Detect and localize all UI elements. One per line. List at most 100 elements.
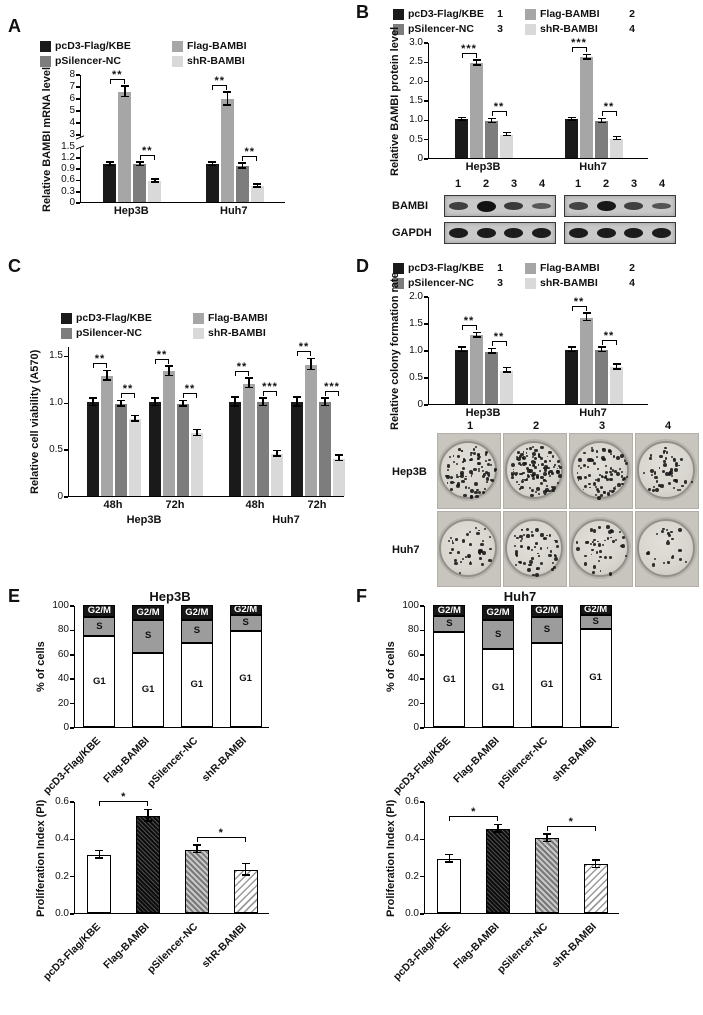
significance-label: *** — [324, 380, 340, 393]
error-bar — [585, 313, 588, 322]
error-bar-cap — [231, 405, 239, 407]
legend-item: pSilencer-NC 3 — [393, 277, 511, 290]
chart-title-hep3b: Hep3B — [149, 589, 191, 604]
error-bar-cap — [487, 121, 496, 124]
error-bar-cap — [135, 164, 144, 167]
error-bar-cap — [445, 861, 454, 863]
y-tick-mark — [70, 678, 74, 680]
y-tick-mark — [424, 296, 428, 298]
bar-flag-bambi-huh7 — [580, 57, 593, 158]
stack-segment-label: S — [242, 616, 249, 628]
error-bar — [490, 349, 493, 354]
error-bar-cap — [457, 346, 466, 348]
legend-swatch — [393, 24, 404, 35]
significance-label: *** — [571, 37, 587, 50]
significance-bracket — [109, 78, 125, 84]
error-bar-cap — [245, 386, 253, 389]
blot-image — [564, 195, 676, 217]
x-tick-label: shR-BAMBI — [199, 920, 249, 971]
y-tick-label: 0 — [57, 491, 63, 502]
error-bar-cap — [591, 866, 600, 869]
stack-segment-label: S — [494, 628, 502, 640]
plot-area: *** ** *** ** — [428, 37, 648, 159]
significance-bracket — [546, 825, 596, 831]
error-bar-cap — [273, 449, 281, 451]
bar-pcd3-flag-kbe-48h — [229, 402, 241, 496]
significance-bracket — [571, 47, 587, 53]
x-tick-label: Flag-BAMBI — [100, 920, 152, 972]
error-bar — [124, 86, 126, 98]
bar-pi-flag-bambi — [136, 815, 161, 913]
y-axis-label: Relative BAMBI protein level — [389, 26, 401, 176]
error-bar-cap — [472, 59, 481, 61]
error-bar-cap — [241, 874, 250, 876]
error-bar-cap — [494, 823, 503, 826]
error-bar-cap — [542, 833, 551, 835]
significance-bracket — [196, 836, 246, 842]
significance-label: *** — [262, 380, 278, 393]
stack-segment-s: S — [180, 619, 213, 643]
y-tick-label: 1.0 — [409, 345, 423, 356]
bar-flag-bambi-hep3b — [470, 335, 483, 404]
stack-segment-s: S — [132, 619, 165, 653]
bar-shr-bambi-huh7 — [610, 138, 623, 158]
error-bar-cap — [597, 121, 606, 124]
stack-segment-g2-m: G2/M — [132, 605, 165, 620]
stack-segment-label: S — [193, 625, 201, 637]
error-bar-cap — [472, 331, 481, 334]
colony-dish-photo — [503, 433, 567, 509]
y-tick-mark — [424, 80, 428, 83]
significance-label: * — [218, 826, 224, 839]
error-bar-cap — [208, 164, 217, 167]
y-tick-mark — [70, 913, 74, 915]
colony-dish-photo — [635, 433, 699, 509]
error-bar — [120, 401, 122, 407]
y-tick-mark — [76, 110, 80, 112]
y-tick-label: 20 — [407, 697, 419, 709]
y-tick-label: 0.5 — [409, 372, 423, 383]
legend-item: shR-BAMBI — [172, 55, 290, 68]
legend-label: pcD3-Flag/KBE — [408, 8, 484, 20]
x-tick-label: Hep3B — [465, 407, 501, 419]
x-tick-label: pSilencer-NC — [145, 920, 201, 976]
culture-dish — [505, 441, 563, 499]
stack-segment-s: S — [229, 614, 262, 631]
legend-swatch — [61, 313, 72, 324]
legend-item: shR-BAMBI 4 — [525, 23, 643, 36]
chart-bambi-protein-level: pcD3-Flag/KBE 1 Flag-BAMBI 2 pSilencer-NC 3 sh… — [388, 8, 648, 176]
x-tick-label: shR-BAMBI — [199, 734, 249, 785]
y-tick-label: 1.5 — [49, 350, 63, 362]
y-tick-label: 7 — [69, 81, 75, 93]
error-bar-cap — [487, 117, 496, 120]
x-tick-label: Hep3B — [113, 205, 149, 217]
error-bar — [154, 398, 156, 406]
error-bar-cap — [144, 820, 153, 822]
stack-segment-label: G2/M — [234, 605, 258, 615]
error-bar — [546, 834, 548, 843]
chart-legend: pcD3-Flag/KBE Flag-BAMBI pSilencer-NC shR-B… — [28, 312, 344, 340]
colony-dish-photo — [437, 511, 501, 587]
error-bar-cap — [293, 405, 301, 407]
y-tick-mark — [424, 350, 428, 352]
error-bar-cap — [150, 181, 159, 183]
error-bar — [505, 133, 508, 137]
error-bar-cap — [567, 119, 576, 121]
y-axis: 0 20 40 60 80 100 — [398, 601, 424, 733]
stack-segment-g1: G1 — [229, 630, 262, 727]
legend-label: Flag-BAMBI — [208, 312, 268, 324]
y-tick-mark — [420, 629, 424, 632]
y-tick-mark — [420, 801, 424, 803]
x-tick-label: pcD3-Flag/KBE — [390, 920, 453, 983]
y-tick-label: 3.0 — [409, 37, 423, 48]
error-bar — [296, 397, 298, 407]
blot-lane-numbers: 1 2 3 4 — [444, 178, 556, 190]
y-tick-label: 20 — [57, 697, 69, 709]
y-axis-label: % of cells — [385, 641, 397, 693]
bar-pcd3-flag-kbe-72h — [291, 402, 303, 496]
stack-segment-label: G1 — [239, 673, 252, 685]
protein-band — [651, 202, 671, 210]
error-bar-cap — [165, 365, 173, 367]
error-bar-cap — [502, 366, 511, 369]
x-tick-label: Huh7 — [579, 407, 607, 419]
error-bar-cap — [95, 849, 104, 852]
